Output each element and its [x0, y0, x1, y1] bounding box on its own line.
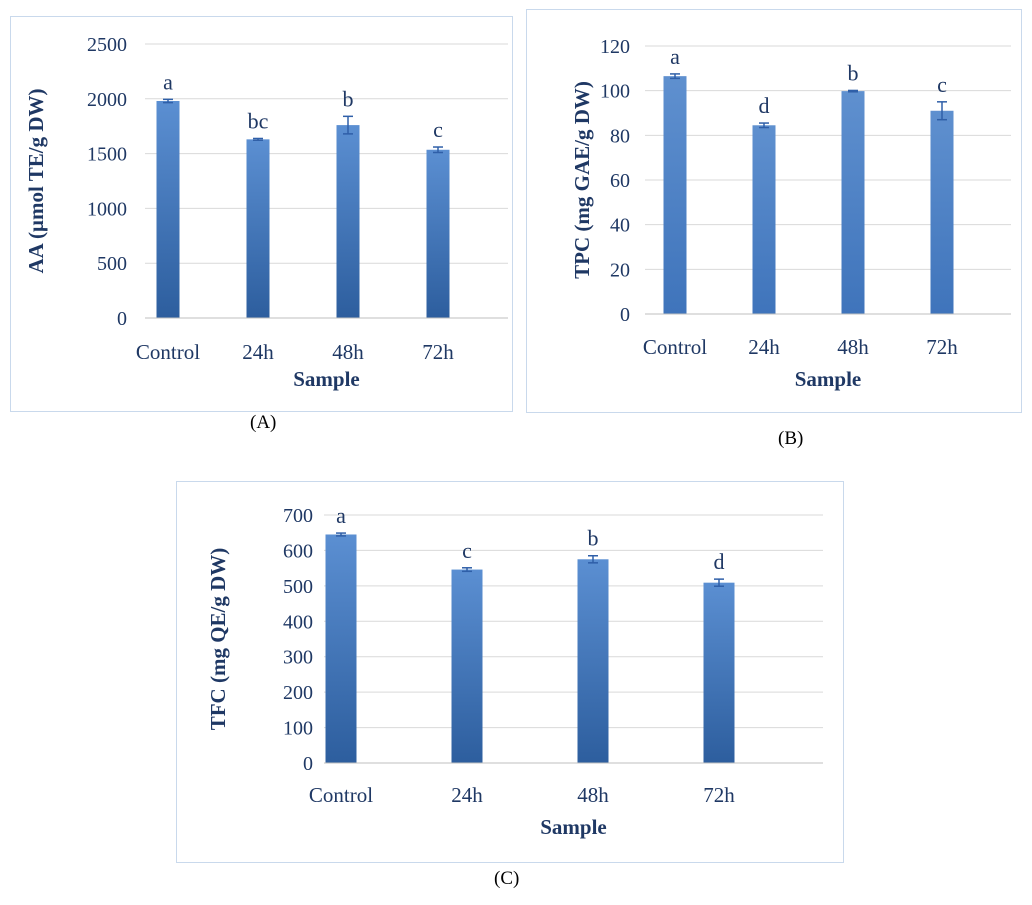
- y-tick-label: 1500: [87, 144, 127, 166]
- chart-panel-a: 0 500 1000 1500 2000 2500 a Control bc 24h b 48h c 72…: [10, 16, 513, 412]
- significance-letter: c: [433, 117, 443, 142]
- x-category-label: 24h: [451, 783, 483, 807]
- x-category-label: 72h: [422, 340, 454, 364]
- chart-panel-b: 0 20 40 60 80 100 120 a Control d 24h b 48h c 72h Sampl…: [526, 9, 1022, 413]
- y-tick-label: 40: [610, 215, 630, 237]
- significance-letter: a: [163, 69, 173, 94]
- y-tick-label: 100: [283, 718, 313, 740]
- significance-letter: d: [714, 549, 725, 574]
- y-tick-label: 0: [117, 308, 127, 330]
- x-category-label: 72h: [926, 335, 958, 359]
- bar: [156, 100, 180, 318]
- significance-letter: a: [670, 44, 680, 69]
- chart-c-svg: 0 100 200 300 400 500 600 700 a Control c 24h b 48h d 7…: [206, 503, 823, 839]
- significance-letter: c: [937, 72, 947, 97]
- x-axis-title: Sample: [540, 815, 607, 839]
- y-tick-label: 20: [610, 259, 630, 281]
- y-tick-label: 2000: [87, 89, 127, 111]
- x-category-label: 24h: [748, 335, 780, 359]
- bar: [426, 149, 450, 318]
- y-tick-label: 60: [610, 170, 630, 192]
- y-axis-title: TPC (mg GAE/g DW): [570, 81, 594, 279]
- significance-letter: b: [848, 60, 859, 85]
- chart-panel-c: 0 100 200 300 400 500 600 700 a Control c 24h b 48h d 7…: [176, 481, 844, 863]
- bar: [663, 76, 687, 315]
- x-category-label: Control: [643, 335, 707, 359]
- x-category-label: 48h: [577, 783, 609, 807]
- y-tick-label: 1000: [87, 198, 127, 220]
- y-tick-label: 0: [620, 304, 630, 326]
- significance-letter: b: [588, 526, 599, 551]
- chart-a-svg: 0 500 1000 1500 2000 2500 a Control bc 24h b 48h c 72…: [24, 34, 508, 391]
- y-tick-label: 100: [600, 81, 630, 103]
- bar: [841, 91, 865, 314]
- bar: [451, 569, 483, 763]
- x-category-label: Control: [309, 783, 373, 807]
- y-tick-label: 80: [610, 125, 630, 147]
- bar: [336, 125, 360, 318]
- panel-label-a: (A): [250, 412, 277, 433]
- y-tick-label: 300: [283, 647, 313, 669]
- x-axis-title: Sample: [293, 367, 360, 391]
- significance-letter: d: [759, 93, 770, 118]
- y-tick-label: 600: [283, 540, 313, 562]
- x-category-label: 24h: [242, 340, 274, 364]
- x-category-label: 48h: [332, 340, 364, 364]
- bar: [703, 582, 735, 763]
- x-category-label: 48h: [837, 335, 869, 359]
- y-axis-title: AA (µmol TE/g DW): [24, 89, 48, 274]
- y-tick-label: 0: [303, 753, 313, 775]
- significance-letter: b: [343, 86, 354, 111]
- significance-letter: a: [336, 503, 346, 528]
- y-tick-label: 500: [283, 576, 313, 598]
- significance-letter: c: [462, 538, 472, 563]
- x-category-label: 72h: [703, 783, 735, 807]
- chart-b-svg: 0 20 40 60 80 100 120 a Control d 24h b 48h c 72h Sampl…: [570, 36, 1011, 391]
- bar: [577, 559, 609, 763]
- y-tick-label: 400: [283, 611, 313, 633]
- bar: [930, 110, 954, 315]
- y-tick-label: 500: [97, 253, 127, 275]
- panel-label-c: (C): [494, 868, 520, 889]
- y-tick-label: 200: [283, 682, 313, 704]
- panel-label-b: (B): [778, 428, 804, 449]
- y-tick-label: 2500: [87, 34, 127, 56]
- y-tick-label: 120: [600, 36, 630, 58]
- bar: [246, 139, 270, 318]
- y-tick-label: 700: [283, 505, 313, 527]
- bar: [325, 534, 357, 763]
- x-axis-title: Sample: [795, 367, 862, 391]
- significance-letter: bc: [248, 108, 269, 133]
- y-axis-title: TFC (mg QE/g DW): [206, 548, 230, 731]
- bar: [752, 125, 776, 315]
- x-category-label: Control: [136, 340, 200, 364]
